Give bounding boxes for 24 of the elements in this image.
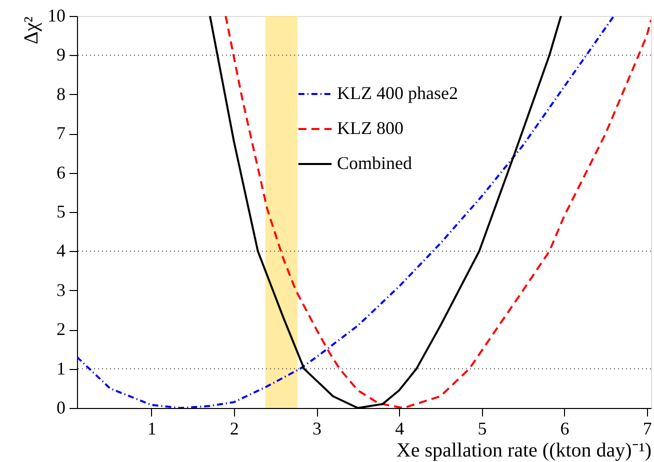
y-tick-label: 4: [56, 240, 66, 261]
y-tick-label: 7: [56, 123, 66, 144]
legend-label: KLZ 800: [337, 118, 404, 138]
x-tick-label: 4: [395, 418, 404, 438]
y-tick-label: 8: [56, 84, 66, 104]
y-tick-label: 6: [56, 162, 66, 182]
legend-label: Combined: [337, 153, 412, 173]
y-tick-label: 0: [56, 398, 66, 418]
y-tick-label: 10: [48, 6, 66, 26]
y-tick-label: 9: [56, 44, 66, 65]
line-series: [224, 16, 651, 408]
x-tick-label: 2: [230, 418, 239, 438]
y-tick-label: 5: [56, 202, 66, 222]
x-axis-title: Xe spallation rate ((kton day)⁻¹): [396, 440, 652, 462]
y-tick-label: 2: [56, 319, 66, 340]
x-tick-label: 1: [147, 418, 156, 438]
y-tick-label: 3: [56, 280, 66, 300]
x-tick-label: 7: [642, 418, 652, 438]
legend-label: KLZ 400 phase2: [337, 83, 458, 103]
x-tick-label: 3: [312, 418, 322, 438]
y-tick-label: 1: [56, 358, 66, 378]
y-axis-title: Δχ²: [20, 16, 42, 44]
x-tick-label: 6: [560, 418, 570, 438]
x-tick-label: 5: [478, 418, 487, 438]
